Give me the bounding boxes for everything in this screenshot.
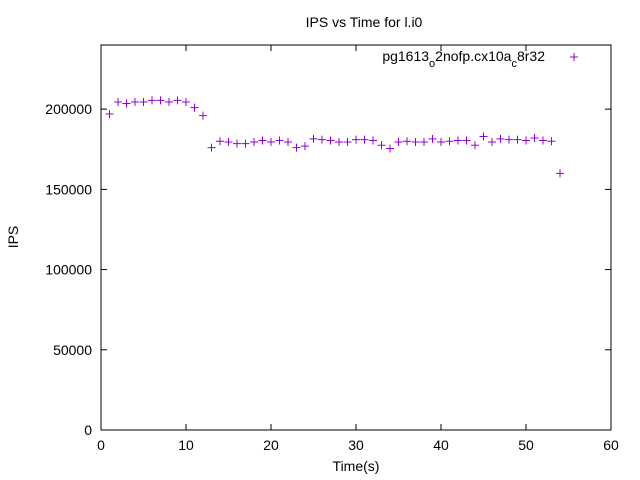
data-point (513, 135, 522, 144)
x-axis-label: Time(s) (333, 458, 380, 474)
data-point (556, 169, 564, 178)
data-point (258, 136, 267, 145)
data-point (216, 137, 224, 146)
legend-label: pg1613o2nofp.cx10ac8r32 (382, 48, 545, 70)
x-tick-label: 60 (603, 437, 619, 453)
data-point (284, 138, 292, 147)
x-tick-label: 50 (518, 437, 534, 453)
data-point (326, 136, 335, 145)
data-point (335, 138, 343, 147)
data-point (233, 139, 241, 148)
data-point (505, 135, 513, 144)
data-point (122, 99, 131, 108)
data-point (496, 134, 505, 143)
data-point (207, 143, 216, 152)
legend-marker-glyph (570, 53, 578, 61)
data-point (522, 136, 530, 145)
data-point (411, 138, 420, 147)
data-point (428, 134, 437, 143)
data-point (131, 97, 139, 106)
data-point (199, 111, 207, 120)
data-point (394, 138, 403, 147)
data-point (309, 134, 318, 143)
data-point (437, 138, 445, 147)
series-points (105, 96, 564, 178)
y-tick-label: 200000 (45, 101, 92, 117)
data-point (462, 136, 471, 145)
data-point (148, 96, 156, 105)
data-point (360, 135, 369, 144)
legend: pg1613o2nofp.cx10ac8r32 (382, 48, 578, 70)
data-point (471, 141, 479, 150)
data-point (173, 96, 182, 105)
data-point (479, 132, 488, 141)
data-point (539, 136, 547, 145)
x-tick-label: 10 (178, 437, 194, 453)
data-point (488, 138, 496, 147)
data-point (190, 103, 199, 112)
data-point (386, 144, 394, 153)
y-tick-label: 100000 (45, 262, 92, 278)
data-point (292, 143, 301, 152)
y-tick-label: 150000 (45, 181, 92, 197)
data-point (139, 97, 148, 106)
data-point (156, 96, 165, 105)
y-ticks: 0 50000 100000 150000 200000 (45, 101, 611, 438)
data-point (301, 142, 309, 151)
data-point (377, 141, 386, 150)
data-point (224, 138, 233, 147)
data-point (318, 135, 326, 144)
data-point (275, 136, 284, 145)
x-tick-label: 20 (263, 437, 279, 453)
y-tick-label: 50000 (53, 342, 92, 358)
data-point (352, 135, 360, 144)
data-point (250, 138, 258, 147)
data-point (369, 136, 377, 145)
data-point (165, 97, 173, 106)
data-point (454, 136, 462, 145)
chart-title: IPS vs Time for l.i0 (306, 14, 423, 30)
data-point (114, 97, 122, 106)
data-point (420, 138, 428, 147)
data-point (403, 137, 411, 146)
data-point (182, 97, 190, 106)
x-tick-label: 40 (433, 437, 449, 453)
data-point (105, 109, 114, 118)
data-point (445, 137, 454, 146)
data-point (530, 134, 539, 143)
legend-marker (570, 53, 578, 61)
data-point (267, 138, 275, 147)
x-ticks: 0 10 20 30 40 50 60 (97, 45, 619, 453)
x-tick-label: 30 (348, 437, 364, 453)
data-point (241, 139, 250, 148)
data-point (343, 138, 352, 147)
y-tick-label: 0 (84, 422, 92, 438)
y-axis-label: IPS (5, 226, 21, 249)
data-point (547, 137, 556, 146)
x-tick-label: 0 (97, 437, 105, 453)
